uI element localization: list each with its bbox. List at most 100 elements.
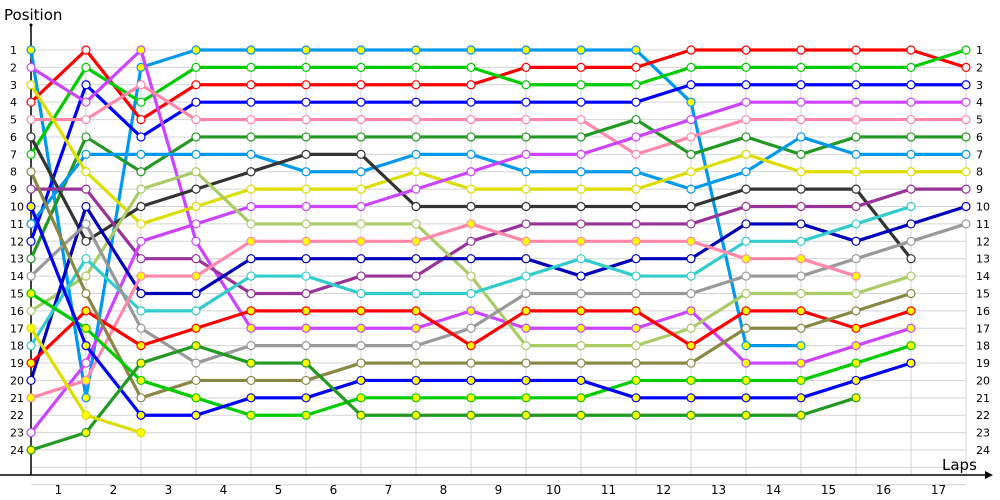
data-point-marker[interactable] bbox=[906, 132, 916, 142]
data-point-marker[interactable] bbox=[136, 358, 146, 368]
data-point-marker[interactable] bbox=[686, 149, 696, 159]
data-point-marker[interactable] bbox=[191, 410, 201, 420]
data-point-marker[interactable] bbox=[246, 132, 256, 142]
data-point-marker[interactable] bbox=[136, 167, 146, 177]
data-point-marker[interactable] bbox=[521, 358, 531, 368]
data-point-marker[interactable] bbox=[796, 114, 806, 125]
data-point-marker[interactable] bbox=[301, 149, 311, 159]
data-point-marker[interactable] bbox=[686, 375, 696, 386]
data-point-marker[interactable] bbox=[191, 288, 201, 299]
data-point-marker[interactable] bbox=[136, 45, 146, 55]
data-point-marker[interactable] bbox=[576, 167, 586, 177]
data-point-marker[interactable] bbox=[851, 271, 861, 281]
data-point-marker[interactable] bbox=[301, 375, 311, 386]
data-point-marker[interactable] bbox=[741, 45, 751, 55]
data-point-marker[interactable] bbox=[411, 219, 421, 229]
data-point-marker[interactable] bbox=[191, 132, 201, 142]
series-driver-p[interactable] bbox=[26, 219, 971, 368]
data-point-marker[interactable] bbox=[411, 271, 421, 281]
data-point-marker[interactable] bbox=[356, 288, 366, 299]
data-point-marker[interactable] bbox=[411, 393, 421, 403]
data-point-marker[interactable] bbox=[961, 62, 971, 72]
data-point-marker[interactable] bbox=[26, 323, 36, 333]
data-point-marker[interactable] bbox=[191, 219, 201, 229]
data-point-marker[interactable] bbox=[631, 410, 641, 420]
data-point-marker[interactable] bbox=[136, 201, 146, 212]
data-point-marker[interactable] bbox=[576, 201, 586, 212]
data-point-marker[interactable] bbox=[741, 288, 751, 299]
data-point-marker[interactable] bbox=[906, 358, 916, 368]
data-point-marker[interactable] bbox=[26, 114, 36, 125]
data-point-marker[interactable] bbox=[301, 45, 311, 55]
data-point-marker[interactable] bbox=[631, 341, 641, 351]
data-point-marker[interactable] bbox=[356, 323, 366, 333]
data-point-marker[interactable] bbox=[26, 288, 36, 299]
data-point-marker[interactable] bbox=[686, 45, 696, 55]
data-point-marker[interactable] bbox=[81, 341, 91, 351]
data-point-marker[interactable] bbox=[796, 271, 806, 281]
data-point-marker[interactable] bbox=[301, 358, 311, 368]
data-point-marker[interactable] bbox=[961, 201, 971, 212]
data-point-marker[interactable] bbox=[356, 114, 366, 125]
data-point-marker[interactable] bbox=[851, 306, 861, 316]
data-point-marker[interactable] bbox=[136, 288, 146, 299]
data-point-marker[interactable] bbox=[466, 254, 476, 264]
data-point-marker[interactable] bbox=[81, 114, 91, 125]
series-line[interactable] bbox=[29, 204, 967, 381]
data-point-marker[interactable] bbox=[136, 219, 146, 229]
series-driver-w[interactable] bbox=[26, 323, 146, 438]
data-point-marker[interactable] bbox=[686, 358, 696, 368]
data-point-marker[interactable] bbox=[631, 62, 641, 72]
data-point-marker[interactable] bbox=[851, 97, 861, 107]
data-point-marker[interactable] bbox=[246, 184, 256, 194]
data-point-marker[interactable] bbox=[466, 80, 476, 90]
data-point-marker[interactable] bbox=[466, 271, 476, 281]
data-point-marker[interactable] bbox=[796, 97, 806, 107]
data-point-marker[interactable] bbox=[906, 97, 916, 107]
data-point-marker[interactable] bbox=[741, 358, 751, 368]
data-point-marker[interactable] bbox=[26, 375, 36, 386]
data-point-marker[interactable] bbox=[356, 184, 366, 194]
data-point-marker[interactable] bbox=[191, 114, 201, 125]
data-point-marker[interactable] bbox=[961, 114, 971, 125]
data-point-marker[interactable] bbox=[631, 114, 641, 125]
data-point-marker[interactable] bbox=[631, 184, 641, 194]
data-point-marker[interactable] bbox=[81, 428, 91, 438]
series-driver-a[interactable] bbox=[26, 45, 806, 403]
data-point-marker[interactable] bbox=[301, 219, 311, 229]
data-point-marker[interactable] bbox=[741, 62, 751, 72]
data-point-marker[interactable] bbox=[521, 306, 531, 316]
data-point-marker[interactable] bbox=[81, 219, 91, 229]
data-point-marker[interactable] bbox=[26, 97, 36, 107]
data-point-marker[interactable] bbox=[191, 97, 201, 107]
data-point-marker[interactable] bbox=[246, 375, 256, 386]
data-point-marker[interactable] bbox=[411, 167, 421, 177]
data-point-marker[interactable] bbox=[741, 393, 751, 403]
data-point-marker[interactable] bbox=[631, 132, 641, 142]
data-point-marker[interactable] bbox=[741, 201, 751, 212]
data-point-marker[interactable] bbox=[81, 271, 91, 281]
data-point-marker[interactable] bbox=[356, 62, 366, 72]
series-driver-d[interactable] bbox=[26, 80, 971, 246]
series-line[interactable] bbox=[29, 100, 966, 434]
data-point-marker[interactable] bbox=[796, 132, 806, 142]
data-point-marker[interactable] bbox=[521, 167, 531, 177]
data-point-marker[interactable] bbox=[26, 201, 36, 212]
data-point-marker[interactable] bbox=[301, 97, 311, 107]
data-point-marker[interactable] bbox=[411, 132, 421, 142]
data-point-marker[interactable] bbox=[576, 358, 586, 368]
data-point-marker[interactable] bbox=[961, 80, 971, 90]
data-point-marker[interactable] bbox=[301, 393, 311, 403]
data-point-marker[interactable] bbox=[796, 323, 806, 333]
data-point-marker[interactable] bbox=[906, 184, 916, 194]
data-point-marker[interactable] bbox=[741, 132, 751, 142]
data-point-marker[interactable] bbox=[961, 184, 971, 194]
data-point-marker[interactable] bbox=[576, 184, 586, 194]
data-point-marker[interactable] bbox=[356, 45, 366, 55]
data-point-marker[interactable] bbox=[466, 393, 476, 403]
data-point-marker[interactable] bbox=[81, 358, 91, 368]
data-point-marker[interactable] bbox=[906, 45, 916, 55]
data-point-marker[interactable] bbox=[741, 254, 751, 264]
data-point-marker[interactable] bbox=[631, 219, 641, 229]
data-point-marker[interactable] bbox=[521, 219, 531, 229]
